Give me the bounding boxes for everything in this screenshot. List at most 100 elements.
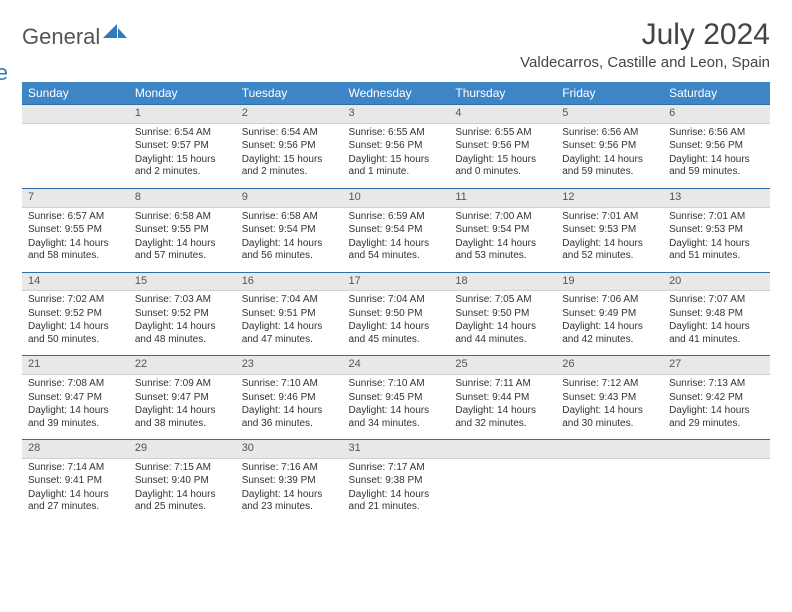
sunrise-text: Sunrise: 7:04 AM	[242, 294, 337, 307]
sunrise-text: Sunrise: 6:59 AM	[349, 211, 444, 224]
sunrise-text: Sunrise: 7:14 AM	[28, 462, 123, 475]
daylight-text: Daylight: 14 hours and 57 minutes.	[135, 238, 230, 263]
sunset-text: Sunset: 9:48 PM	[669, 308, 764, 321]
logo-text-general: General	[22, 24, 100, 49]
calendar-table: SundayMondayTuesdayWednesdayThursdayFrid…	[22, 82, 770, 523]
sunset-text: Sunset: 9:55 PM	[135, 224, 230, 237]
day-number-cell	[556, 440, 663, 459]
sunrise-text: Sunrise: 6:58 AM	[242, 211, 337, 224]
day-number-cell: 8	[129, 188, 236, 207]
day-number-cell: 19	[556, 272, 663, 291]
weekday-header: Wednesday	[343, 82, 450, 105]
day-content-cell: Sunrise: 6:58 AMSunset: 9:54 PMDaylight:…	[236, 207, 343, 272]
daylight-text: Daylight: 14 hours and 50 minutes.	[28, 321, 123, 346]
daylight-text: Daylight: 14 hours and 44 minutes.	[455, 321, 550, 346]
sunrise-text: Sunrise: 7:07 AM	[669, 294, 764, 307]
header: General Blue July 2024 Valdecarros, Cast…	[22, 18, 770, 76]
sunrise-text: Sunrise: 6:56 AM	[669, 127, 764, 140]
day-number-cell: 23	[236, 356, 343, 375]
sunset-text: Sunset: 9:39 PM	[242, 475, 337, 488]
sunrise-text: Sunrise: 7:09 AM	[135, 378, 230, 391]
sunrise-text: Sunrise: 6:54 AM	[242, 127, 337, 140]
day-content-cell: Sunrise: 7:16 AMSunset: 9:39 PMDaylight:…	[236, 458, 343, 523]
sunrise-text: Sunrise: 6:54 AM	[135, 127, 230, 140]
daylight-text: Daylight: 14 hours and 36 minutes.	[242, 405, 337, 430]
sunrise-text: Sunrise: 6:55 AM	[455, 127, 550, 140]
day-content-row: Sunrise: 6:54 AMSunset: 9:57 PMDaylight:…	[22, 123, 770, 188]
sunset-text: Sunset: 9:51 PM	[242, 308, 337, 321]
day-number-cell: 29	[129, 440, 236, 459]
daylight-text: Daylight: 14 hours and 45 minutes.	[349, 321, 444, 346]
day-content-cell: Sunrise: 7:05 AMSunset: 9:50 PMDaylight:…	[449, 291, 556, 356]
sunset-text: Sunset: 9:56 PM	[562, 140, 657, 153]
day-content-cell: Sunrise: 7:04 AMSunset: 9:51 PMDaylight:…	[236, 291, 343, 356]
weekday-header-row: SundayMondayTuesdayWednesdayThursdayFrid…	[22, 82, 770, 105]
day-content-cell: Sunrise: 7:08 AMSunset: 9:47 PMDaylight:…	[22, 375, 129, 440]
day-number-cell: 2	[236, 105, 343, 124]
weekday-header: Thursday	[449, 82, 556, 105]
day-number-row: 28293031	[22, 440, 770, 459]
sunset-text: Sunset: 9:52 PM	[135, 308, 230, 321]
day-content-row: Sunrise: 7:14 AMSunset: 9:41 PMDaylight:…	[22, 458, 770, 523]
day-number-cell: 30	[236, 440, 343, 459]
day-number-cell: 15	[129, 272, 236, 291]
day-number-cell: 9	[236, 188, 343, 207]
day-number-row: 14151617181920	[22, 272, 770, 291]
day-content-cell: Sunrise: 7:02 AMSunset: 9:52 PMDaylight:…	[22, 291, 129, 356]
day-number-cell: 10	[343, 188, 450, 207]
daylight-text: Daylight: 14 hours and 30 minutes.	[562, 405, 657, 430]
sunset-text: Sunset: 9:56 PM	[455, 140, 550, 153]
day-number-cell: 13	[663, 188, 770, 207]
daylight-text: Daylight: 14 hours and 59 minutes.	[562, 154, 657, 179]
sunset-text: Sunset: 9:50 PM	[349, 308, 444, 321]
sunset-text: Sunset: 9:43 PM	[562, 392, 657, 405]
day-number-row: 78910111213	[22, 188, 770, 207]
sunrise-text: Sunrise: 7:05 AM	[455, 294, 550, 307]
day-content-cell: Sunrise: 6:59 AMSunset: 9:54 PMDaylight:…	[343, 207, 450, 272]
location: Valdecarros, Castille and Leon, Spain	[520, 54, 770, 71]
sunrise-text: Sunrise: 7:03 AM	[135, 294, 230, 307]
day-content-cell	[556, 458, 663, 523]
sunset-text: Sunset: 9:47 PM	[28, 392, 123, 405]
daylight-text: Daylight: 14 hours and 25 minutes.	[135, 489, 230, 514]
day-number-cell: 20	[663, 272, 770, 291]
title-block: July 2024 Valdecarros, Castille and Leon…	[520, 18, 770, 71]
weekday-header: Friday	[556, 82, 663, 105]
day-number-cell: 14	[22, 272, 129, 291]
day-content-cell: Sunrise: 7:00 AMSunset: 9:54 PMDaylight:…	[449, 207, 556, 272]
month-title: July 2024	[520, 18, 770, 52]
sunrise-text: Sunrise: 7:15 AM	[135, 462, 230, 475]
daylight-text: Daylight: 14 hours and 47 minutes.	[242, 321, 337, 346]
day-content-cell: Sunrise: 7:13 AMSunset: 9:42 PMDaylight:…	[663, 375, 770, 440]
weekday-header: Monday	[129, 82, 236, 105]
sunset-text: Sunset: 9:57 PM	[135, 140, 230, 153]
daylight-text: Daylight: 14 hours and 58 minutes.	[28, 238, 123, 263]
sunrise-text: Sunrise: 6:55 AM	[349, 127, 444, 140]
day-number-cell: 17	[343, 272, 450, 291]
day-number-cell: 5	[556, 105, 663, 124]
daylight-text: Daylight: 14 hours and 23 minutes.	[242, 489, 337, 514]
day-content-cell: Sunrise: 7:01 AMSunset: 9:53 PMDaylight:…	[556, 207, 663, 272]
daylight-text: Daylight: 15 hours and 2 minutes.	[242, 154, 337, 179]
day-content-cell: Sunrise: 6:55 AMSunset: 9:56 PMDaylight:…	[449, 123, 556, 188]
day-content-cell	[449, 458, 556, 523]
day-number-cell: 27	[663, 356, 770, 375]
sunrise-text: Sunrise: 6:58 AM	[135, 211, 230, 224]
sunset-text: Sunset: 9:50 PM	[455, 308, 550, 321]
sunrise-text: Sunrise: 7:08 AM	[28, 378, 123, 391]
day-number-cell	[449, 440, 556, 459]
sunset-text: Sunset: 9:54 PM	[455, 224, 550, 237]
daylight-text: Daylight: 14 hours and 56 minutes.	[242, 238, 337, 263]
sunset-text: Sunset: 9:56 PM	[669, 140, 764, 153]
sunrise-text: Sunrise: 7:10 AM	[349, 378, 444, 391]
daylight-text: Daylight: 14 hours and 48 minutes.	[135, 321, 230, 346]
logo-text-blue: Blue	[0, 60, 8, 85]
daylight-text: Daylight: 14 hours and 52 minutes.	[562, 238, 657, 263]
day-number-row: 21222324252627	[22, 356, 770, 375]
day-number-cell: 1	[129, 105, 236, 124]
day-number-cell: 28	[22, 440, 129, 459]
sunrise-text: Sunrise: 7:04 AM	[349, 294, 444, 307]
sunrise-text: Sunrise: 7:13 AM	[669, 378, 764, 391]
daylight-text: Daylight: 14 hours and 39 minutes.	[28, 405, 123, 430]
weekday-header: Saturday	[663, 82, 770, 105]
